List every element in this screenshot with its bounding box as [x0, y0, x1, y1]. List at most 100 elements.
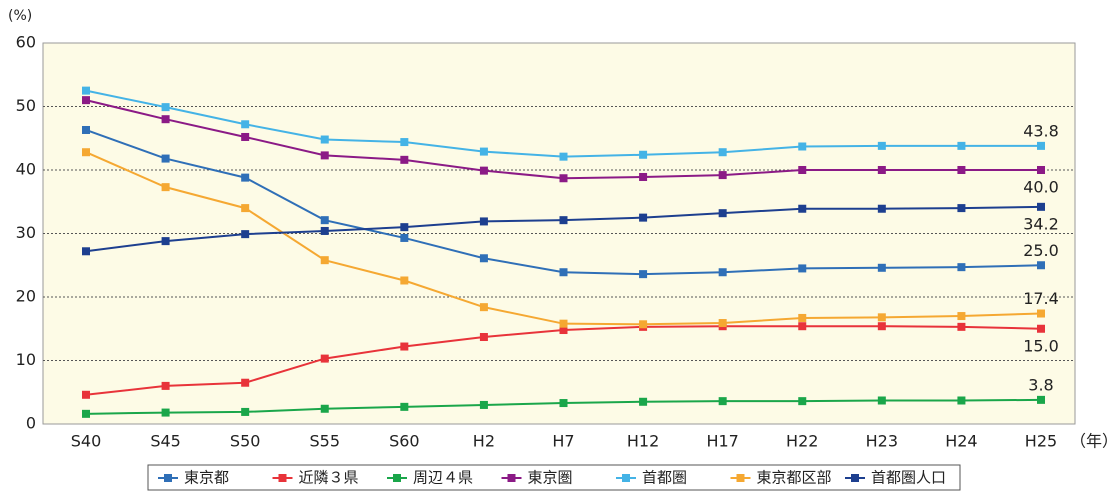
marker — [479, 147, 488, 156]
marker — [400, 402, 409, 411]
marker — [82, 390, 90, 399]
marker — [320, 404, 329, 413]
marker — [241, 173, 250, 182]
marker — [639, 172, 648, 181]
marker — [320, 256, 329, 265]
marker — [798, 166, 807, 174]
marker — [798, 313, 807, 322]
marker — [320, 216, 329, 225]
marker — [559, 152, 568, 161]
marker — [479, 333, 488, 342]
y-tick-label: 30 — [16, 223, 36, 242]
marker — [400, 138, 409, 147]
marker — [877, 396, 886, 405]
x-tick-label: H23 — [866, 432, 898, 451]
y-tick-label: 0 — [26, 414, 36, 433]
marker — [82, 86, 90, 95]
marker — [639, 150, 648, 159]
marker — [479, 166, 488, 175]
x-tick-label: H2 — [473, 432, 495, 451]
marker — [241, 204, 250, 213]
marker — [241, 120, 250, 129]
legend-label: 東京圏 — [528, 469, 573, 487]
marker — [479, 217, 488, 226]
marker — [957, 263, 966, 272]
legend-marker — [622, 474, 630, 482]
marker — [957, 396, 966, 405]
marker — [639, 270, 648, 279]
x-tick-label: H24 — [945, 432, 977, 451]
marker — [639, 213, 648, 222]
y-tick-label: 20 — [16, 287, 36, 306]
marker — [161, 183, 170, 192]
data-label: 17.4 — [1023, 289, 1059, 308]
y-tick-label: 40 — [16, 160, 36, 179]
marker — [559, 174, 568, 183]
marker — [718, 171, 727, 180]
marker — [82, 247, 90, 256]
marker — [241, 407, 250, 416]
legend-marker — [736, 474, 745, 482]
marker — [718, 397, 727, 406]
marker — [400, 342, 409, 351]
legend-marker — [164, 474, 172, 482]
marker — [639, 320, 648, 329]
marker — [320, 135, 329, 144]
legend-marker — [507, 474, 516, 482]
data-label: 43.8 — [1023, 121, 1059, 140]
x-tick-label: S45 — [150, 432, 181, 451]
marker — [161, 381, 170, 390]
x-tick-label: H25 — [1025, 432, 1057, 451]
x-tick-label: S50 — [230, 432, 261, 451]
data-label: 40.0 — [1023, 178, 1059, 197]
marker — [559, 268, 568, 277]
marker — [1037, 261, 1045, 270]
legend-marker — [851, 474, 859, 482]
legend-marker — [278, 474, 287, 482]
marker — [877, 141, 886, 150]
marker — [82, 409, 90, 418]
marker — [161, 154, 170, 163]
marker — [718, 319, 727, 328]
marker — [241, 230, 250, 239]
marker — [877, 263, 886, 272]
marker — [798, 397, 807, 406]
y-tick-label: 60 — [16, 33, 36, 52]
legend-label: 近隣３県 — [299, 469, 359, 487]
y-axis-label: (%) — [8, 8, 32, 24]
marker — [241, 378, 250, 387]
data-label: 3.8 — [1028, 375, 1053, 394]
data-label: 34.2 — [1023, 214, 1059, 233]
marker — [559, 216, 568, 225]
y-tick-label: 10 — [16, 350, 36, 369]
marker — [479, 400, 488, 409]
marker — [957, 204, 966, 213]
marker — [877, 204, 886, 213]
marker — [1037, 141, 1045, 150]
marker — [957, 312, 966, 321]
marker — [82, 125, 90, 134]
marker — [82, 148, 90, 157]
marker — [1037, 324, 1045, 333]
x-tick-label: H17 — [706, 432, 738, 451]
marker — [957, 166, 966, 174]
data-label: 25.0 — [1023, 241, 1059, 260]
x-axis-label: （年） — [1070, 432, 1108, 451]
y-tick-label: 50 — [16, 96, 36, 115]
x-tick-label: S60 — [389, 432, 420, 451]
marker — [877, 166, 886, 174]
marker — [161, 237, 170, 246]
marker — [718, 268, 727, 277]
marker — [161, 408, 170, 417]
marker — [400, 155, 409, 164]
marker — [400, 223, 409, 232]
marker — [1037, 309, 1045, 318]
marker — [1037, 395, 1045, 404]
legend-label: 東京都区部 — [757, 469, 832, 487]
marker — [400, 233, 409, 242]
marker — [798, 204, 807, 213]
marker — [241, 132, 250, 141]
marker — [559, 399, 568, 408]
marker — [957, 322, 966, 331]
